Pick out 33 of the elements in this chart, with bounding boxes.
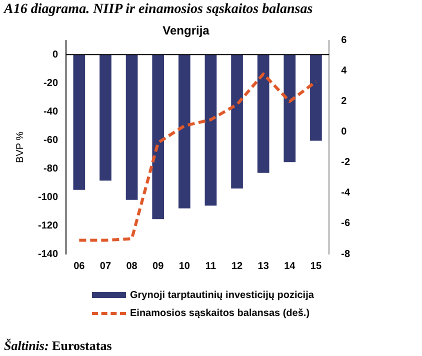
- chart-title: A16 diagrama. NIIP ir einamosios sąskaitos balansas: [4, 2, 313, 18]
- y-tick-label: -20: [44, 78, 58, 89]
- x-tick-label: 12: [231, 260, 244, 272]
- x-tick-label: 13: [258, 260, 270, 272]
- y2-tick-label: -6: [341, 218, 350, 230]
- y2-tick-label: 2: [341, 96, 348, 108]
- x-tick-label: 10: [178, 260, 190, 272]
- y-tick-label: -80: [44, 163, 58, 174]
- x-tick-label: 09: [152, 260, 164, 272]
- line-series: [78, 72, 318, 242]
- legend-label: Einamosios sąskaitos balansas (deš.): [130, 308, 310, 318]
- x-tick-label: 07: [100, 260, 112, 272]
- y2-tick-label: -2: [341, 157, 350, 168]
- y-tick-label: -60: [44, 134, 58, 146]
- x-tick-label: 11: [205, 260, 216, 272]
- y-tick-label: -40: [44, 106, 58, 118]
- y-tick-label: -120: [38, 220, 58, 232]
- x-tick-label: 14: [284, 260, 296, 272]
- y2-tick-label: -8: [341, 248, 350, 260]
- x-tick-label: 06: [74, 260, 86, 272]
- y-tick-label: -100: [38, 192, 58, 203]
- y-tick-label: 0: [52, 49, 58, 60]
- y2-tick-label: 6: [341, 35, 348, 46]
- chart-subtitle: Vengrija: [162, 24, 210, 38]
- y-axis-title: BVP %: [14, 131, 26, 163]
- legend-label: Grynoji tarptautinių investicijų pozicija: [130, 290, 314, 300]
- y2-tick-label: 0: [341, 126, 348, 138]
- y2-tick-label: -4: [341, 188, 350, 199]
- y2-tick-label: 4: [341, 66, 348, 77]
- y-tick-label: -140: [38, 248, 58, 260]
- x-tick-label: 08: [126, 260, 138, 272]
- text: Šaltinis: Eurostatas: [4, 338, 112, 354]
- x-tick-label: 15: [310, 260, 322, 272]
